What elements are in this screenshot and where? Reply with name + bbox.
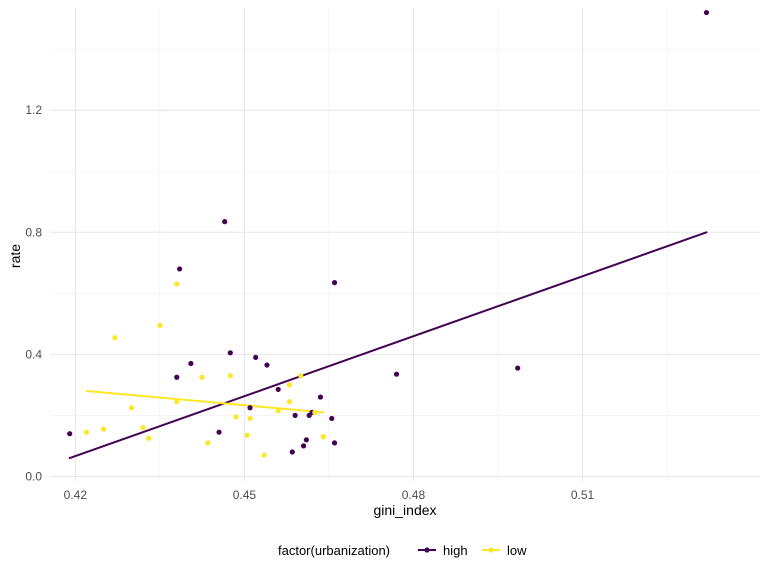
data-point-low (227, 373, 233, 379)
data-point-low (286, 399, 293, 405)
data-point-high (303, 437, 309, 443)
trend-lines (68, 231, 708, 460)
data-point-high (177, 266, 183, 272)
legend-label-high: high (443, 543, 468, 558)
data-point-high (174, 374, 180, 380)
legend-label-low: low (507, 543, 527, 558)
data-point-low (112, 334, 118, 341)
data-point-low (174, 281, 180, 287)
data-point-high (216, 429, 222, 435)
data-point-low (157, 322, 163, 328)
data-point-low (140, 424, 146, 431)
y-tick-label: 0.8 (25, 225, 42, 239)
data-point-high (289, 449, 295, 455)
data-point-high (247, 405, 253, 411)
trend-line-high (68, 231, 708, 460)
data-point-high (253, 354, 259, 361)
data-point-low (129, 405, 135, 411)
data-point-low (100, 426, 107, 432)
x-axis-ticks: 0.42 0.45 0.48 0.51 (64, 488, 595, 502)
x-tick-label: 0.48 (402, 488, 426, 502)
y-axis-ticks: 0.0 0.4 0.8 1.2 (25, 103, 42, 483)
grid-lines (50, 8, 760, 481)
data-point-high (264, 362, 270, 368)
x-tick-label: 0.51 (571, 488, 595, 502)
x-axis-title: gini_index (373, 502, 436, 518)
x-tick-label: 0.45 (233, 488, 257, 502)
legend: factor(urbanization) high low (278, 543, 527, 558)
y-axis-title: rate (7, 244, 23, 268)
data-point-low (205, 440, 211, 446)
data-point-low (320, 434, 326, 440)
data-point-high (227, 350, 233, 356)
data-point-high (300, 443, 307, 449)
data-point-high (292, 412, 298, 418)
data-point-low (286, 382, 293, 388)
y-tick-label: 0.4 (25, 347, 42, 361)
y-tick-label: 1.2 (25, 103, 42, 117)
data-point-high (67, 431, 73, 437)
data-point-low (244, 432, 250, 438)
data-point-high (317, 394, 324, 400)
data-point-low (261, 452, 267, 458)
data-point-low (146, 435, 152, 441)
data-point-low (312, 409, 318, 415)
data-point-low (247, 415, 253, 422)
x-tick-label: 0.42 (64, 488, 88, 502)
data-point-low (298, 373, 304, 379)
data-point-low (199, 374, 205, 380)
legend-title: factor(urbanization) (278, 543, 390, 558)
data-point-high (275, 386, 281, 393)
trend-line-low (85, 389, 325, 414)
data-point-high (222, 219, 228, 225)
legend-key-point-low (488, 547, 494, 553)
data-point-high (329, 415, 335, 422)
data-point-low (233, 414, 239, 420)
data-point-high (331, 440, 338, 446)
data-point-high (515, 365, 521, 371)
data-point-high (331, 280, 338, 286)
data-point-low (84, 429, 90, 435)
data-point-high (393, 371, 400, 377)
data-point-low (174, 399, 180, 405)
y-tick-label: 0.0 (25, 469, 42, 483)
data-point-low (275, 408, 281, 414)
data-points (67, 9, 710, 458)
data-point-high (188, 360, 194, 367)
data-point-high (703, 9, 710, 16)
legend-key-point-high (424, 547, 430, 553)
